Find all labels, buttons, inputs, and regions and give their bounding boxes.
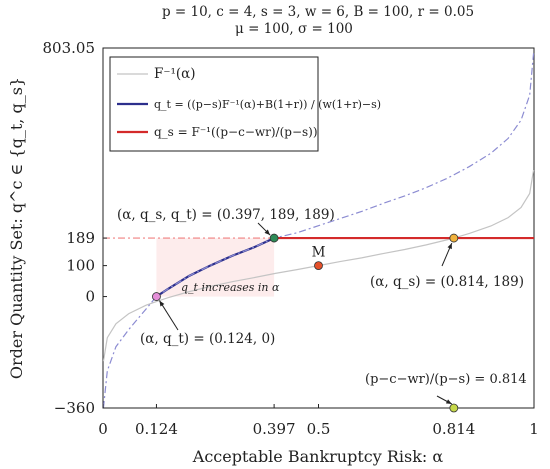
y-tick-label: 100 [66,257,95,275]
label-alpha-qs-qt: (α, q_s, q_t) = (0.397, 189, 189) [117,207,335,223]
chart-header-params: p = 10, c = 4, s = 3, w = 6, B = 100, r … [162,4,474,20]
y-axis-label: Order Quantity Set: q^c ∈ {q_t, q_s} [7,77,26,379]
chart-header-distribution: μ = 100, σ = 100 [235,21,353,37]
label-alpha-qt: (α, q_t) = (0.124, 0) [140,331,275,347]
y-tick-label: −360 [54,399,95,417]
arrow-alpha-qt-head [159,300,165,307]
legend-label-0: F⁻¹(α) [154,66,196,82]
legend-label-1: q_t = ((p−s)F⁻¹(α)+B(1+r)) / (w(1+r)−s) [154,98,381,111]
x-tick-label: 0.397 [253,420,296,438]
point-alpha-qs [449,233,459,243]
arrow-alpha-qs-qt-head [264,229,271,236]
x-axis-label: Acceptable Bankruptcy Risk: α [192,447,444,466]
label-m-point: M [312,245,326,261]
annotation-qt-increases: q_t increases in α [181,281,280,294]
point-m-point [314,261,323,271]
label-ratio-point: (p−c−wr)/(p−s) = 0.814 [365,372,527,387]
y-tick-label: 189 [66,229,95,247]
x-tick-label: 0.5 [307,420,331,438]
x-tick-label: 1 [529,420,539,438]
arrow-alpha-qs-head [447,243,452,250]
x-tick-label: 0.124 [135,420,178,438]
point-ratio-point [449,403,459,413]
chart-legend: F⁻¹(α) q_t = ((p−s)F⁻¹(α)+B(1+r)) / (w(1+… [109,56,381,152]
annotation-layer: (α, q_s, q_t) = (0.397, 189, 189) (α, q_t… [117,207,527,405]
points-layer [152,233,459,413]
point-alpha-qt [152,292,161,301]
arrow-ratio-point-head [445,399,452,404]
legend-label-2: q_s = F⁻¹((p−c−wr)/(p−s)) [154,125,318,139]
y-tick-label: 0 [85,288,95,306]
y-tick-label: 803.05 [43,39,96,57]
x-tick-label: 0 [98,420,108,438]
point-alpha-qs-qt [269,233,279,243]
x-tick-label: 0.814 [432,420,475,438]
arrow-alpha-qt [159,300,179,331]
label-alpha-qs: (α, q_s) = (0.814, 189) [370,274,524,290]
